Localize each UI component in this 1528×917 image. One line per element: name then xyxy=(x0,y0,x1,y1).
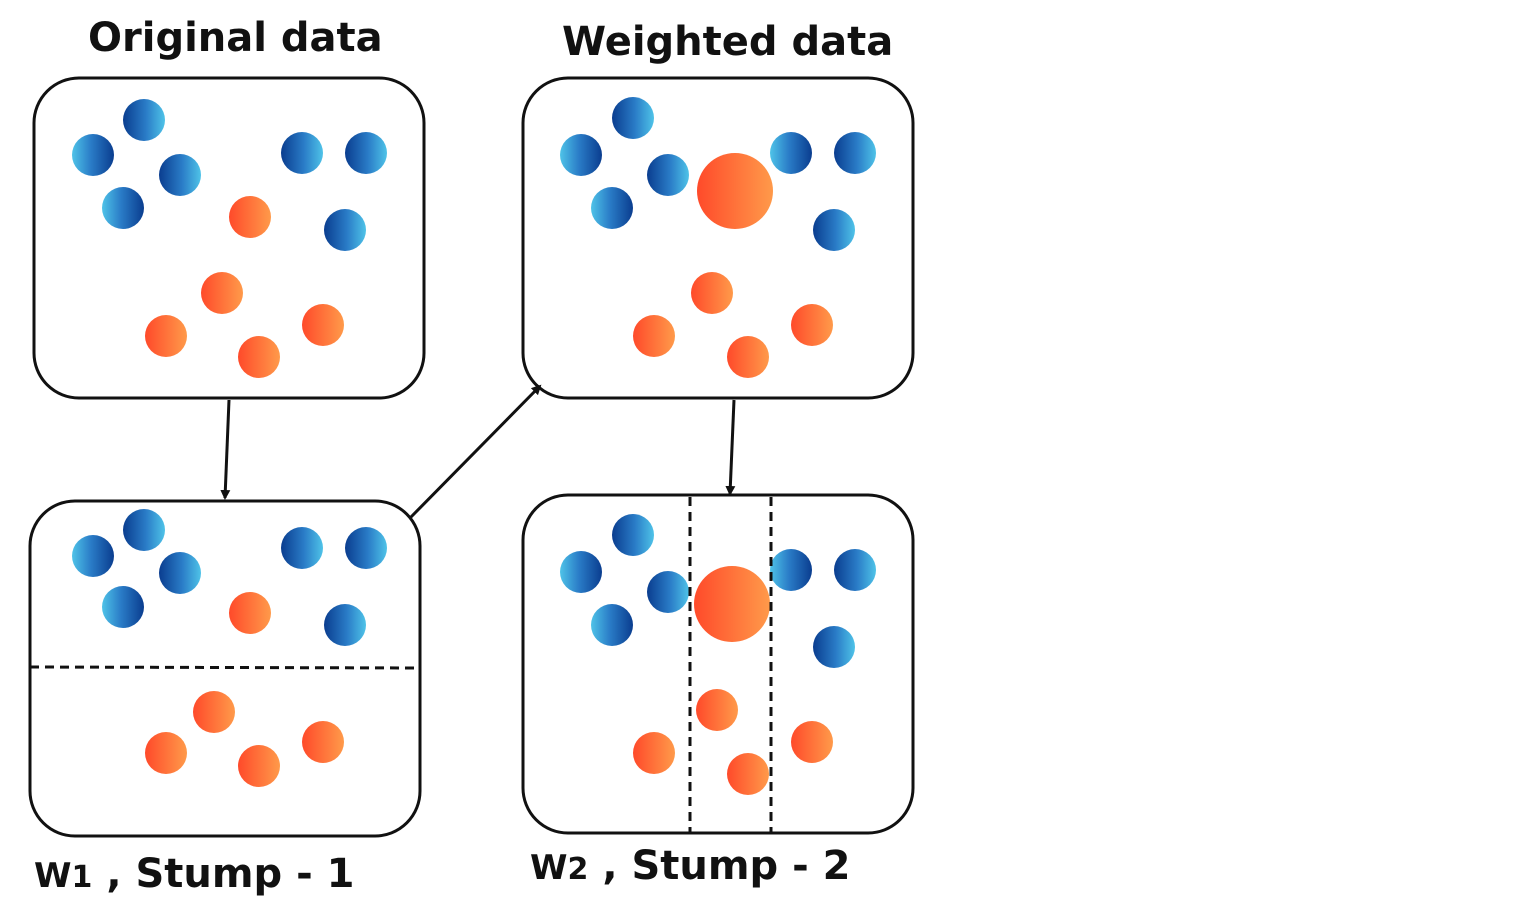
panel-stump-2 xyxy=(521,493,915,835)
orange-point xyxy=(633,315,675,357)
panel-weighted-data xyxy=(521,76,915,400)
arrow-stump-1-to-weighted xyxy=(408,384,542,520)
blue-point xyxy=(159,154,201,196)
blue-point xyxy=(345,527,387,569)
arrow-weighted-to-stump-2 xyxy=(725,399,736,496)
weight-1-label: W xyxy=(34,856,72,896)
blue-point xyxy=(345,132,387,174)
original-data-title: Original data xyxy=(88,15,383,61)
orange-point-weighted xyxy=(694,566,770,642)
orange-point xyxy=(633,732,675,774)
blue-point xyxy=(560,134,602,176)
orange-point xyxy=(229,196,271,238)
blue-point xyxy=(123,99,165,141)
blue-point xyxy=(324,209,366,251)
arrow-original-to-stump-1 xyxy=(220,399,231,500)
blue-point xyxy=(612,514,654,556)
blue-point xyxy=(813,626,855,668)
blue-point xyxy=(123,509,165,551)
panel-original-data xyxy=(32,76,426,400)
stump-1-caption: W1 , Stump - 1 xyxy=(34,854,354,894)
orange-point xyxy=(727,753,769,795)
blue-point xyxy=(324,604,366,646)
blue-point xyxy=(591,604,633,646)
orange-point xyxy=(193,691,235,733)
stump-2-caption: W2 , Stump - 2 xyxy=(530,846,850,886)
orange-point xyxy=(791,721,833,763)
blue-point xyxy=(813,209,855,251)
orange-point xyxy=(727,336,769,378)
orange-point xyxy=(145,732,187,774)
orange-point xyxy=(302,304,344,346)
blue-point xyxy=(102,187,144,229)
orange-point xyxy=(691,272,733,314)
blue-point xyxy=(770,549,812,591)
blue-point xyxy=(72,535,114,577)
blue-point xyxy=(281,527,323,569)
blue-point xyxy=(281,132,323,174)
weight-1-subscript: 1 xyxy=(71,860,93,895)
orange-point-weighted xyxy=(697,153,773,229)
panel-stump-1 xyxy=(28,499,422,838)
blue-point xyxy=(770,132,812,174)
orange-point xyxy=(238,745,280,787)
orange-point xyxy=(302,721,344,763)
orange-point xyxy=(238,336,280,378)
blue-point xyxy=(647,571,689,613)
weight-2-subscript: 2 xyxy=(567,852,589,887)
blue-point xyxy=(591,187,633,229)
blue-point xyxy=(612,97,654,139)
orange-point xyxy=(201,272,243,314)
blue-point xyxy=(159,552,201,594)
blue-point xyxy=(834,549,876,591)
blue-point xyxy=(647,154,689,196)
stump-1-label: , Stump - 1 xyxy=(92,851,355,897)
blue-point xyxy=(560,551,602,593)
stump-1-split-line xyxy=(29,665,421,670)
weighted-data-title: Weighted data xyxy=(562,19,894,65)
blue-point xyxy=(72,134,114,176)
orange-point xyxy=(145,315,187,357)
weight-2-label: W xyxy=(530,848,568,888)
blue-point xyxy=(834,132,876,174)
blue-point xyxy=(102,586,144,628)
orange-point xyxy=(791,304,833,346)
orange-point xyxy=(229,592,271,634)
orange-point xyxy=(696,689,738,731)
stump-2-label: , Stump - 2 xyxy=(588,843,851,889)
